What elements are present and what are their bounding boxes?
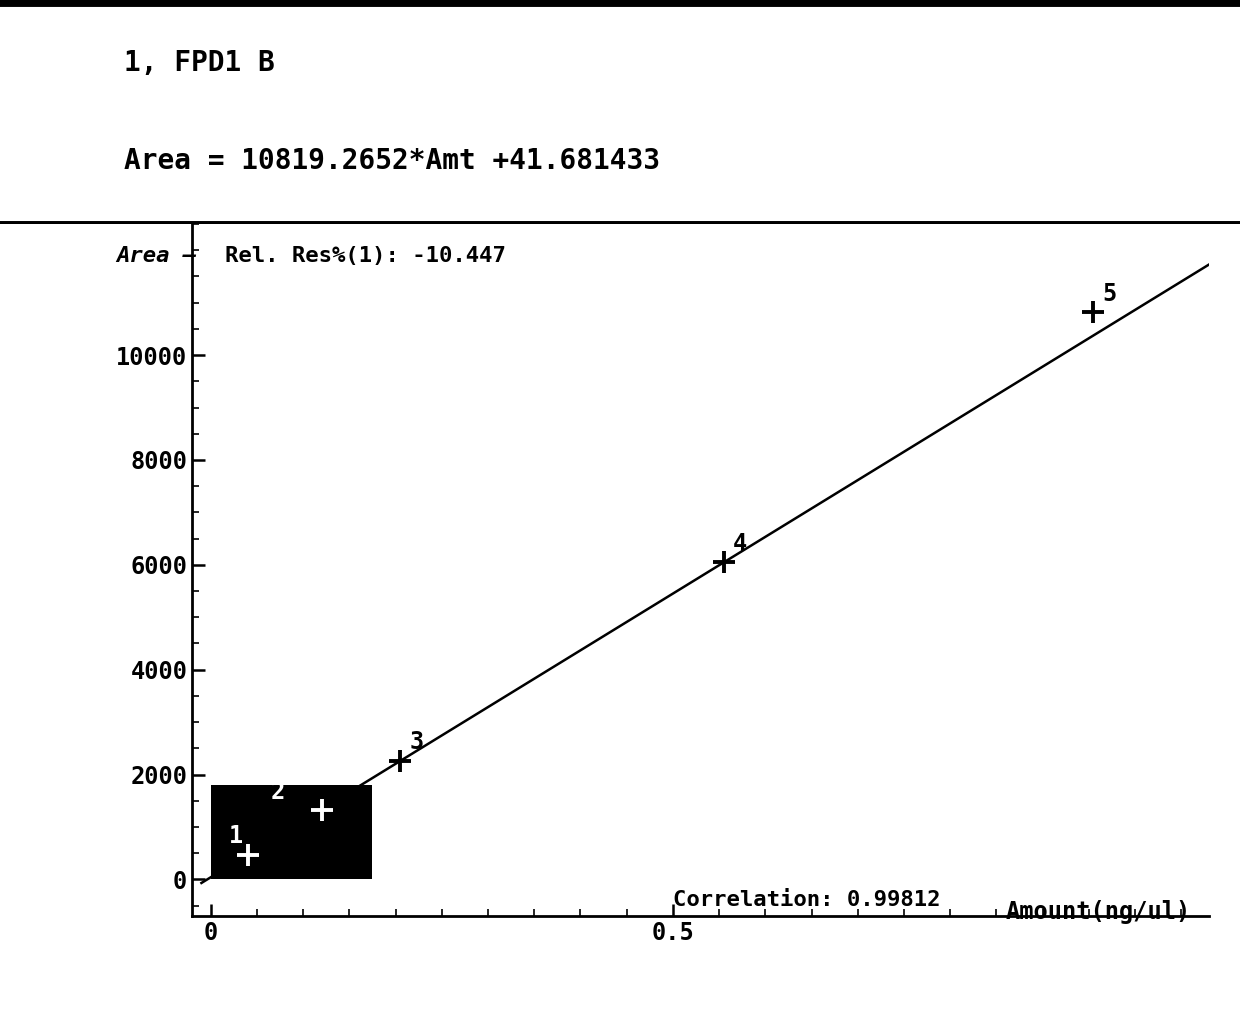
- Text: 3: 3: [409, 731, 424, 754]
- Text: Correlation: 0.99812: Correlation: 0.99812: [673, 891, 940, 910]
- Text: 1, FPD1 B: 1, FPD1 B: [124, 49, 275, 76]
- Text: 1: 1: [229, 825, 243, 848]
- Text: 5: 5: [1102, 282, 1117, 305]
- Text: Area –: Area –: [117, 246, 197, 266]
- Text: 4: 4: [733, 531, 748, 556]
- Bar: [211, 785, 372, 880]
- Text: Rel. Res%(1): -10.447: Rel. Res%(1): -10.447: [224, 246, 506, 266]
- Text: Area = 10819.2652*Amt +41.681433: Area = 10819.2652*Amt +41.681433: [124, 148, 660, 175]
- Text: Amount(ng/ul): Amount(ng/ul): [1006, 900, 1190, 924]
- Text: 2: 2: [270, 780, 285, 804]
